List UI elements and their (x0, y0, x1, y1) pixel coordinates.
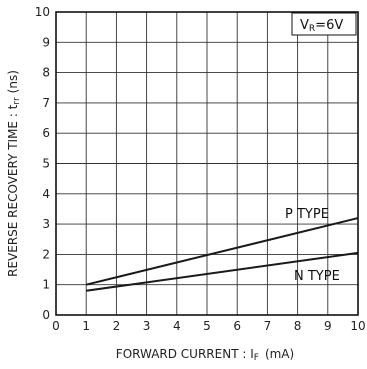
x-tick-label: 3 (143, 319, 151, 333)
x-tick-label: 4 (173, 319, 181, 333)
y-tick-label: 3 (42, 217, 50, 231)
series-line-p-type (85, 217, 359, 286)
x-axis-label-unit: (mA) (265, 347, 294, 361)
x-axis-label-sub: F (254, 353, 259, 363)
series-label-p-type: P TYPE (285, 207, 329, 222)
y-tick-labels: 0 1 2 3 4 5 6 7 8 9 10 (35, 5, 50, 322)
x-tick-label: 0 (52, 319, 60, 333)
y-tick-label: 0 (42, 308, 50, 322)
x-tick-label: 2 (113, 319, 121, 333)
x-tick-label: 5 (203, 319, 211, 333)
y-tick-label: 6 (42, 126, 50, 140)
y-tick-label: 2 (42, 247, 50, 261)
y-axis-label: REVERSE RECOVERY TIME : trr (ns) (6, 70, 22, 277)
y-tick-label: 7 (42, 96, 50, 110)
y-axis-label-unit: (ns) (6, 70, 20, 93)
series-lines (85, 217, 359, 292)
x-tick-labels: 0 1 2 3 4 5 6 7 8 9 10 (52, 319, 365, 333)
condition-rest: =6V (315, 18, 343, 33)
y-tick-label: 5 (42, 157, 50, 171)
y-tick-label: 4 (42, 187, 50, 201)
y-tick-label: 8 (42, 66, 50, 80)
x-tick-label: 8 (294, 319, 302, 333)
y-axis-label-main: REVERSE RECOVERY TIME : t (6, 104, 20, 277)
x-axis-label: FORWARD CURRENT : IF (mA) (116, 347, 294, 363)
series-label-n-type: N TYPE (294, 269, 340, 284)
condition-sub: R (309, 24, 315, 34)
y-axis-label-sub: rr (12, 97, 22, 105)
y-tick-label: 1 (42, 278, 50, 292)
condition-main: V (300, 18, 309, 33)
y-tick-label: 10 (35, 5, 50, 19)
x-tick-label: 1 (82, 319, 90, 333)
x-tick-label: 9 (324, 319, 332, 333)
plot-frame (55, 11, 359, 316)
y-tick-label: 9 (42, 35, 50, 49)
condition-box (291, 12, 357, 36)
x-tick-label: 10 (350, 319, 365, 333)
x-tick-label: 6 (233, 319, 241, 333)
condition-label: VR=6V (300, 18, 343, 34)
x-tick-label: 7 (264, 319, 272, 333)
series-line-n-type (86, 251, 359, 292)
grid (56, 12, 358, 315)
x-axis-label-main: FORWARD CURRENT : I (116, 347, 254, 361)
